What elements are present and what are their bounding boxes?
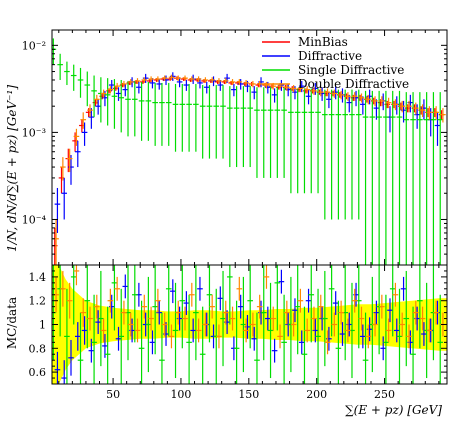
- y-tick-label: 10⁻²: [22, 39, 46, 52]
- legend-label: Double Diffractive: [298, 77, 409, 91]
- legend-item-minbias: MinBias: [262, 35, 348, 49]
- ratio-series-double-diffractive: [53, 265, 446, 355]
- main-panel: 10⁻⁴ 10⁻³ 10⁻²: [22, 29, 448, 266]
- legend-item-single-diffractive: Single Diffractive: [262, 63, 404, 77]
- ratio-y-tick-label: 0.6: [29, 366, 47, 379]
- legend-item-diffractive: Diffractive: [262, 49, 362, 63]
- y-tick-label: 10⁻³: [22, 126, 46, 139]
- ratio-y-tick-label: 0.8: [29, 342, 47, 355]
- x-tick-label: 100: [170, 388, 191, 401]
- main-plot-area: [52, 38, 446, 265]
- series-diffractive: [54, 72, 441, 233]
- ratio-y-axis-label: MC/data: [5, 297, 19, 349]
- series-double-diffractive: [53, 74, 446, 265]
- x-tick-label: 250: [374, 388, 395, 401]
- x-tick-label: 200: [306, 388, 327, 401]
- legend-label: Diffractive: [298, 49, 362, 63]
- y-tick-label: 10⁻⁴: [22, 213, 47, 226]
- x-axis-label: ∑(E + pz) [GeV]: [345, 403, 442, 417]
- ratio-y-tick-label: 1.2: [29, 295, 47, 308]
- legend-label: Single Diffractive: [298, 63, 404, 77]
- data-uncertainty-band: [52, 265, 447, 384]
- main-y-axis-label: 1/N, dN/d∑(E + pz) [GeV⁻¹]: [5, 85, 19, 252]
- legend-label: MinBias: [298, 35, 348, 49]
- x-tick-label: 150: [238, 388, 259, 401]
- ratio-y-tick-label: 1.4: [29, 271, 47, 284]
- series-single-diffractive: [52, 38, 444, 265]
- ratio-plot-area: [52, 265, 447, 384]
- ratio-y-tick-label: 1: [39, 319, 46, 332]
- x-tick-label: 50: [106, 388, 120, 401]
- ratio-panel: 0.6 0.8 1 1.2 1.4 50 100 150 200 250: [29, 264, 448, 401]
- legend-item-double-diffractive: Double Diffractive: [262, 77, 409, 91]
